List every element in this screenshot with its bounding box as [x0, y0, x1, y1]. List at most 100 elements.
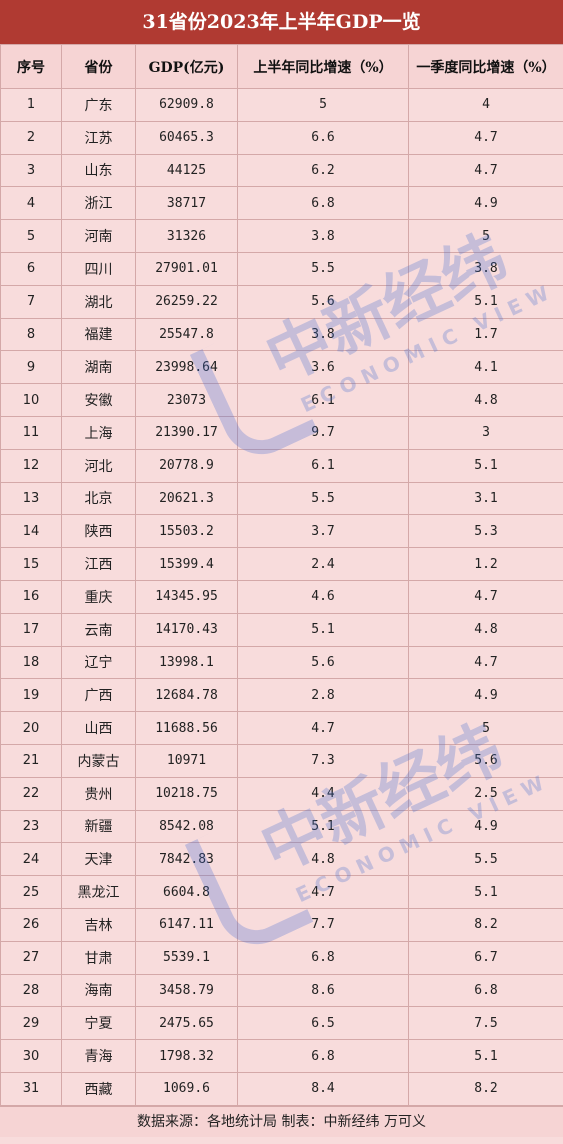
cell-gdp: 62909.8 [135, 88, 238, 122]
cell-rank: 28 [0, 973, 62, 1008]
source-footer: 数据来源：各地统计局 制表：中新经纬 万可义 [0, 1105, 563, 1137]
cell-q1-growth: 3.8 [408, 251, 563, 286]
table-row: 23 新疆 8542.08 5.1 4.9 [0, 809, 563, 844]
cell-q1-growth: 5 [408, 219, 563, 253]
cell-q1-growth: 8.2 [408, 907, 563, 942]
cell-gdp: 7842.83 [135, 842, 238, 877]
cell-q1-growth: 5.1 [408, 1039, 563, 1073]
cell-province: 黑龙江 [61, 875, 136, 909]
cell-q1-growth: 4.9 [408, 678, 563, 713]
table-row: 9 湖南 23998.64 3.6 4.1 [0, 350, 563, 385]
cell-rank: 1 [0, 88, 62, 122]
cell-q1-growth: 4 [408, 88, 563, 122]
table-row: 7 湖北 26259.22 5.6 5.1 [0, 284, 563, 319]
table-row: 25 黑龙江 6604.8 4.7 5.1 [0, 875, 563, 909]
cell-gdp: 44125 [135, 153, 238, 188]
cell-rank: 18 [0, 645, 62, 680]
cell-rank: 23 [0, 809, 62, 844]
cell-q1-growth: 4.7 [408, 579, 563, 614]
cell-h1-growth: 4.7 [237, 711, 409, 745]
table-row: 30 青海 1798.32 6.8 5.1 [0, 1039, 563, 1073]
table-body: 1 广东 62909.8 5 4 2 江苏 60465.3 6.6 4.7 3 山东 44125 6.2 4… [0, 88, 563, 1106]
cell-province: 江苏 [61, 120, 136, 155]
cell-q1-growth: 8.2 [408, 1071, 563, 1106]
cell-gdp: 38717 [135, 186, 238, 221]
cell-rank: 15 [0, 547, 62, 581]
cell-province: 江西 [61, 547, 136, 581]
cell-province: 浙江 [61, 186, 136, 221]
table-row: 29 宁夏 2475.65 6.5 7.5 [0, 1006, 563, 1041]
cell-gdp: 14345.95 [135, 579, 238, 614]
table-row: 12 河北 20778.9 6.1 5.1 [0, 448, 563, 483]
cell-gdp: 2475.65 [135, 1006, 238, 1041]
header-h1-growth: 上半年同比增速（%） [237, 44, 409, 89]
cell-h1-growth: 7.3 [237, 743, 409, 778]
table-row: 24 天津 7842.83 4.8 5.5 [0, 842, 563, 877]
page-title: 31省份2023年上半年GDP一览 [0, 0, 563, 44]
cell-h1-growth: 5.1 [237, 612, 409, 647]
cell-province: 内蒙古 [61, 743, 136, 778]
table-row: 18 辽宁 13998.1 5.6 4.7 [0, 645, 563, 680]
cell-q1-growth: 4.1 [408, 350, 563, 385]
cell-h1-growth: 3.8 [237, 317, 409, 352]
cell-rank: 12 [0, 448, 62, 483]
cell-h1-growth: 5.5 [237, 481, 409, 516]
cell-province: 安徽 [61, 383, 136, 417]
cell-h1-growth: 4.4 [237, 776, 409, 811]
cell-rank: 27 [0, 940, 62, 975]
cell-q1-growth: 6.8 [408, 973, 563, 1008]
cell-province: 陕西 [61, 514, 136, 549]
cell-rank: 8 [0, 317, 62, 352]
cell-rank: 26 [0, 907, 62, 942]
cell-gdp: 31326 [135, 219, 238, 253]
cell-province: 河北 [61, 448, 136, 483]
cell-h1-growth: 6.5 [237, 1006, 409, 1041]
cell-h1-growth: 6.8 [237, 186, 409, 221]
cell-province: 青海 [61, 1039, 136, 1073]
cell-h1-growth: 4.7 [237, 875, 409, 909]
table-row: 19 广西 12684.78 2.8 4.9 [0, 678, 563, 713]
table-row: 21 内蒙古 10971 7.3 5.6 [0, 743, 563, 778]
cell-province: 贵州 [61, 776, 136, 811]
table-row: 27 甘肃 5539.1 6.8 6.7 [0, 940, 563, 975]
table-row: 5 河南 31326 3.8 5 [0, 219, 563, 253]
cell-rank: 22 [0, 776, 62, 811]
cell-q1-growth: 4.7 [408, 645, 563, 680]
cell-province: 宁夏 [61, 1006, 136, 1041]
header-province: 省份 [61, 44, 136, 89]
cell-rank: 17 [0, 612, 62, 647]
cell-gdp: 25547.8 [135, 317, 238, 352]
cell-q1-growth: 2.5 [408, 776, 563, 811]
cell-rank: 6 [0, 251, 62, 286]
cell-gdp: 1069.6 [135, 1071, 238, 1106]
cell-rank: 16 [0, 579, 62, 614]
table-header-row: 序号 省份 GDP(亿元) 上半年同比增速（%） 一季度同比增速（%） [0, 44, 563, 89]
cell-q1-growth: 5.6 [408, 743, 563, 778]
cell-h1-growth: 8.6 [237, 973, 409, 1008]
cell-gdp: 21390.17 [135, 415, 238, 450]
cell-province: 四川 [61, 251, 136, 286]
cell-q1-growth: 4.9 [408, 186, 563, 221]
cell-gdp: 6604.8 [135, 875, 238, 909]
cell-province: 湖南 [61, 350, 136, 385]
cell-province: 广西 [61, 678, 136, 713]
table-row: 26 吉林 6147.11 7.7 8.2 [0, 907, 563, 942]
cell-h1-growth: 6.8 [237, 940, 409, 975]
table-row: 6 四川 27901.01 5.5 3.8 [0, 251, 563, 286]
cell-gdp: 14170.43 [135, 612, 238, 647]
header-rank: 序号 [0, 44, 62, 89]
cell-gdp: 1798.32 [135, 1039, 238, 1073]
cell-q1-growth: 5.3 [408, 514, 563, 549]
cell-rank: 5 [0, 219, 62, 253]
header-q1-growth: 一季度同比增速（%） [408, 44, 563, 89]
table-row: 2 江苏 60465.3 6.6 4.7 [0, 120, 563, 155]
cell-q1-growth: 5 [408, 711, 563, 745]
cell-q1-growth: 5.1 [408, 448, 563, 483]
cell-gdp: 15503.2 [135, 514, 238, 549]
cell-province: 甘肃 [61, 940, 136, 975]
cell-q1-growth: 5.5 [408, 842, 563, 877]
cell-h1-growth: 2.8 [237, 678, 409, 713]
cell-rank: 25 [0, 875, 62, 909]
cell-province: 北京 [61, 481, 136, 516]
cell-rank: 30 [0, 1039, 62, 1073]
